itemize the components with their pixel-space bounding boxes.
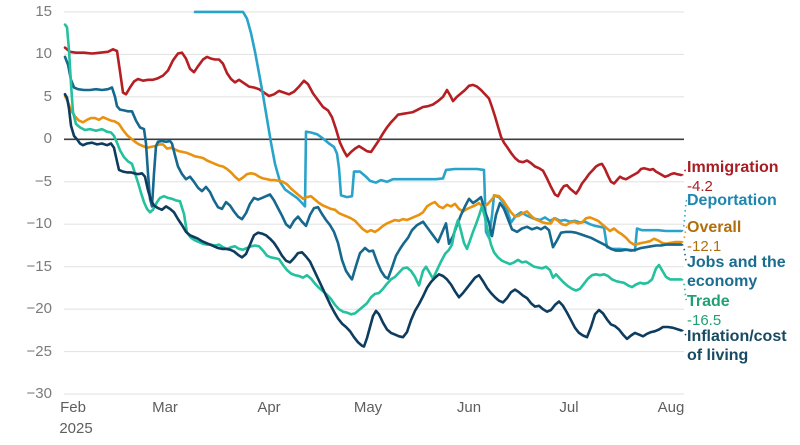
y-tick-label: 0 — [43, 130, 52, 148]
series-label-text: Inflation/cost — [687, 328, 787, 345]
x-tick-label: Jul — [559, 399, 579, 416]
series-label-text: Overall — [687, 219, 742, 236]
leader-line-inflation-cost-of-living — [681, 329, 688, 337]
series-value-label: -12.1 — [687, 238, 722, 255]
x-tick-label: Feb — [60, 399, 86, 416]
series-label-inflation-cost-of-living: Inflation/cost of living — [687, 327, 799, 365]
series-line-inflation-cost-of-living — [63, 93, 683, 348]
x-tick-label: Jun — [456, 399, 482, 416]
x-tick-label: Apr — [257, 399, 281, 416]
y-tick-label: −5 — [34, 172, 52, 190]
series-line-deportation — [193, 10, 683, 252]
series-label-text: of living — [687, 347, 749, 364]
series-value-label: -4.2 — [687, 178, 713, 195]
series-label-text: economy — [687, 273, 758, 290]
series-label-trade: Trade -16.5 — [687, 292, 799, 330]
series-label-text: Deportation — [687, 192, 777, 209]
series-label-text: Immigration — [687, 159, 779, 176]
y-tick-label: −15 — [26, 257, 52, 275]
series-line-overall — [63, 94, 683, 246]
series-label-text: Trade — [687, 293, 730, 310]
series-label-jobs-and-the-economy: Jobs and the economy — [687, 253, 799, 291]
series-line-immigration — [63, 46, 683, 198]
y-tick-label: 5 — [43, 87, 52, 105]
leader-line-trade — [681, 278, 688, 302]
series-label-text: Jobs and the — [687, 254, 786, 271]
x-axis-year-label: 2025 — [59, 420, 93, 437]
y-tick-label: −25 — [26, 342, 52, 360]
y-tick-label: 10 — [35, 45, 52, 63]
leader-line-deportation — [681, 199, 688, 232]
leader-line-jobs-and-the-economy — [681, 243, 688, 263]
x-tick-label: Mar — [152, 399, 178, 416]
x-tick-label: May — [353, 399, 383, 416]
series-line-jobs-and-the-economy — [63, 55, 683, 281]
x-tick-label: Aug — [657, 399, 685, 416]
y-tick-label: −30 — [26, 385, 52, 403]
series-label-deportation: Deportation — [687, 191, 799, 210]
y-tick-label: −10 — [26, 215, 52, 233]
series-line-trade — [63, 23, 683, 316]
series-label-overall: Overall -12.1 — [687, 218, 799, 256]
series-label-immigration: Immigration -4.2 — [687, 158, 799, 196]
series-value-label: -16.5 — [687, 312, 722, 329]
leader-line-overall — [681, 226, 688, 243]
y-tick-label: 15 — [35, 2, 52, 20]
y-tick-label: −20 — [26, 300, 52, 318]
leader-line-immigration — [681, 166, 688, 176]
